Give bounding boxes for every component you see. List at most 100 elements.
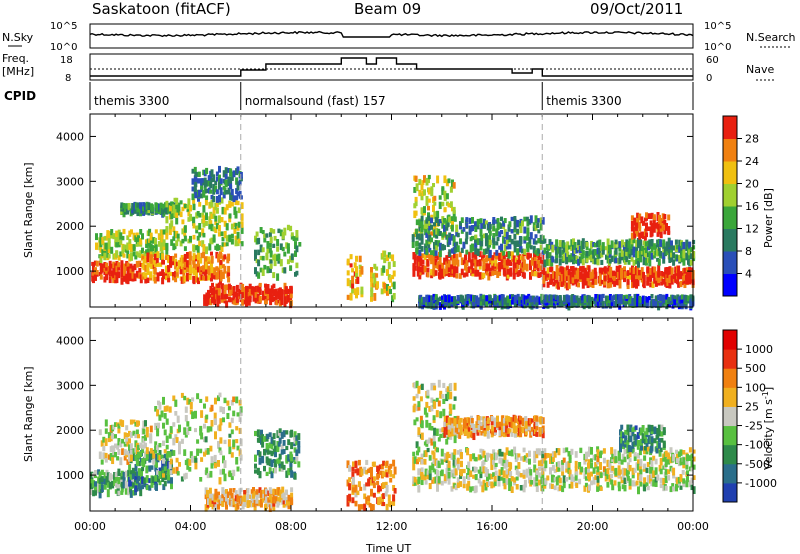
heatmap-cell: [478, 272, 482, 280]
heatmap-cell: [438, 195, 442, 200]
heatmap-cell: [290, 492, 294, 498]
heatmap-cell: [377, 467, 381, 474]
heatmap-cell: [502, 478, 506, 484]
heatmap-cell: [474, 221, 478, 227]
heatmap-cell: [541, 250, 545, 256]
heatmap-cell: [488, 453, 492, 458]
heatmap-cell: [128, 230, 132, 237]
heatmap-cell: [498, 300, 502, 306]
heatmap-cell: [419, 266, 423, 273]
heatmap-cell: [513, 233, 517, 240]
heatmap-cell: [574, 451, 578, 458]
heatmap-cell: [443, 207, 447, 212]
heatmap-cell: [557, 467, 561, 472]
heatmap-cell: [213, 272, 217, 280]
heatmap-cell: [605, 254, 608, 260]
heatmap-cell: [115, 250, 119, 258]
heatmap-cell: [448, 232, 452, 238]
heatmap-cell: [512, 259, 516, 265]
heatmap-cell: [248, 297, 252, 303]
heatmap-cell: [543, 238, 547, 244]
heatmap-cell: [207, 265, 211, 272]
heatmap-cell: [433, 229, 436, 237]
heatmap-cell: [456, 477, 460, 483]
heatmap-cell: [389, 477, 393, 483]
heatmap-cell: [135, 471, 139, 477]
heatmap-cell: [441, 394, 445, 399]
heatmap-cell: [425, 412, 429, 418]
heatmap-cell: [413, 265, 417, 271]
heatmap-cell: [426, 470, 430, 475]
heatmap-cell: [439, 433, 443, 439]
heatmap-cell: [574, 466, 578, 473]
heatmap-cell: [207, 295, 210, 304]
heatmap-cell: [629, 424, 633, 433]
heatmap-cell: [458, 419, 462, 426]
heatmap-cell: [277, 228, 281, 234]
heatmap-cell: [210, 169, 214, 177]
heatmap-cell: [225, 242, 229, 247]
heatmap-cell: [530, 257, 534, 264]
heatmap-cell: [447, 299, 451, 308]
heatmap-cell: [667, 475, 671, 481]
heatmap-cell: [275, 291, 279, 297]
heatmap-cell: [155, 203, 159, 211]
heatmap-cell: [654, 479, 658, 488]
heatmap-cell: [158, 480, 162, 486]
heatmap-cell: [617, 473, 621, 478]
heatmap-cell: [656, 239, 660, 248]
heatmap-cell: [575, 482, 579, 489]
heatmap-cell: [474, 251, 478, 260]
heatmap-cell: [633, 217, 637, 222]
heatmap-cell: [284, 286, 288, 292]
heatmap-cell: [516, 299, 520, 306]
heatmap-cell: [471, 252, 475, 259]
heatmap-cell: [502, 220, 506, 227]
heatmap-cell: [625, 294, 629, 299]
heatmap-cell: [642, 231, 645, 239]
heatmap-cell: [419, 298, 423, 303]
heatmap-cell: [485, 295, 489, 302]
heatmap-cell: [622, 440, 626, 447]
heatmap-cell: [622, 432, 626, 437]
heatmap-cell: [353, 288, 357, 295]
heatmap-cell: [460, 268, 464, 276]
heatmap-cell: [688, 260, 692, 267]
heatmap-cell: [495, 241, 499, 246]
heatmap-cell: [233, 206, 237, 211]
heatmap-cell: [534, 224, 538, 231]
heatmap-cell: [276, 246, 280, 252]
heatmap-cell: [634, 295, 638, 301]
heatmap-cell: [94, 481, 97, 487]
heatmap-cell: [120, 202, 124, 209]
heatmap-cell: [558, 249, 562, 258]
heatmap-cell: [183, 235, 187, 242]
heatmap-cell: [473, 300, 477, 306]
heatmap-cell: [552, 271, 556, 279]
heatmap-cell: [259, 255, 263, 261]
heatmap-cell: [650, 472, 654, 479]
heatmap-cell: [172, 467, 176, 474]
heatmap-cell: [482, 258, 486, 265]
heatmap-cell: [492, 225, 496, 232]
heatmap-cell: [123, 269, 126, 276]
heatmap-cell: [186, 272, 189, 278]
heatmap-cell: [217, 200, 221, 205]
heatmap-cell: [217, 287, 221, 296]
heatmap-cell: [596, 473, 600, 478]
heatmap-cell: [188, 251, 192, 259]
heatmap-cell: [183, 395, 187, 401]
heatmap-cell: [450, 452, 454, 460]
heatmap-cell: [628, 485, 632, 490]
heatmap-cell: [205, 266, 208, 275]
heatmap-cell: [186, 462, 190, 470]
heatmap-cell: [240, 227, 244, 234]
heatmap-cell: [655, 276, 659, 281]
heatmap-cell: [486, 469, 489, 477]
heatmap-cell: [528, 236, 532, 244]
heatmap-cell: [427, 178, 430, 184]
heatmap-cell: [606, 459, 610, 468]
heatmap-cell: [451, 207, 454, 212]
heatmap-cell: [115, 242, 119, 248]
heatmap-cell: [195, 263, 198, 270]
